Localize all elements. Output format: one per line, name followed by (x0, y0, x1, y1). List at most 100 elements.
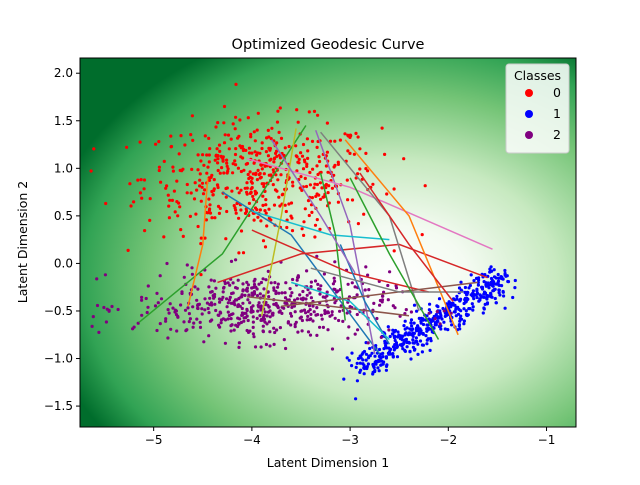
geodesic-curve-2 (187, 177, 209, 307)
class-2-point (208, 296, 212, 300)
y-tick-label: −1.0 (44, 352, 73, 366)
class-0-point (271, 168, 275, 172)
class-2-point (316, 282, 320, 286)
class-0-point (215, 183, 220, 187)
class-2-point (301, 296, 305, 300)
class-0-point (213, 158, 217, 162)
class-0-point (324, 164, 328, 168)
class-1-point (383, 341, 387, 345)
class-0-point (179, 134, 183, 138)
class-2-point (226, 310, 230, 314)
class-2-point (164, 317, 168, 321)
class-1-point (360, 352, 364, 356)
class-2-point (228, 283, 232, 287)
class-2-point (346, 282, 350, 286)
class-0-point (201, 153, 205, 157)
class-0-point (164, 186, 168, 190)
class-2-point (325, 290, 329, 294)
class-2-point (212, 296, 216, 300)
class-1-point (480, 295, 484, 299)
class-0-point (307, 110, 311, 114)
class-1-point (489, 292, 493, 297)
class-2-point (262, 287, 266, 291)
class-2-point (250, 308, 254, 312)
class-2-point (278, 309, 282, 313)
class-0-point (237, 134, 241, 138)
class-2-point (321, 295, 325, 299)
class-2-point (318, 292, 322, 296)
class-0-point (311, 167, 315, 171)
class-1-point (486, 281, 490, 285)
class-2-point (265, 314, 269, 318)
class-0-point (262, 172, 266, 176)
class-2-point (236, 324, 240, 329)
class-2-point (300, 329, 304, 333)
class-0-point (264, 198, 268, 202)
class-0-point (216, 185, 220, 190)
class-0-point (128, 182, 132, 186)
class-2-point (243, 293, 247, 297)
class-0-point (216, 161, 220, 165)
class-0-point (248, 170, 252, 174)
class-0-point (255, 178, 259, 182)
class-0-point (266, 154, 270, 158)
class-0-point (192, 197, 197, 201)
y-tick-label: −1.5 (44, 399, 73, 413)
class-2-point (398, 314, 402, 318)
class-0-point (231, 171, 235, 175)
class-0-point (92, 147, 96, 151)
class-1-point (408, 350, 412, 354)
class-2-point (308, 291, 312, 295)
class-0-point (224, 195, 228, 199)
class-1-point (381, 355, 385, 359)
x-tick-label: −4 (243, 433, 261, 447)
class-1-point (435, 319, 439, 323)
class-1-point (477, 276, 481, 280)
class-1-point (484, 283, 488, 287)
class-0-point (289, 214, 293, 218)
class-0-point (338, 138, 342, 142)
class-1-point (437, 324, 441, 329)
class-0-point (237, 191, 241, 195)
class-0-point (313, 223, 318, 227)
class-2-point (187, 312, 191, 316)
class-0-point (237, 216, 241, 220)
class-2-point (280, 291, 284, 295)
class-2-point (266, 269, 270, 273)
class-0-point (345, 178, 349, 182)
legend-marker-2 (525, 131, 533, 139)
class-0-point (310, 210, 314, 214)
class-0-point (296, 160, 300, 164)
class-0-point (279, 136, 284, 140)
class-2-point (250, 291, 254, 295)
class-1-point (407, 340, 411, 344)
class-0-point (356, 222, 360, 226)
class-0-point (260, 141, 264, 145)
class-0-point (132, 200, 136, 204)
class-0-point (189, 133, 193, 137)
y-tick-label: 0.5 (54, 209, 73, 223)
class-2-point (153, 304, 158, 308)
class-1-point (371, 364, 376, 368)
class-0-point (252, 218, 256, 222)
class-2-point (198, 325, 203, 329)
class-2-point (175, 329, 179, 333)
class-2-point (166, 336, 170, 340)
class-1-point (482, 306, 486, 310)
class-2-point (218, 300, 222, 304)
class-1-point (417, 316, 421, 320)
class-2-point (375, 316, 379, 321)
class-1-point (482, 292, 486, 296)
class-2-point (198, 320, 202, 324)
class-0-point (185, 191, 189, 195)
class-2-point (241, 301, 245, 305)
class-1-point (431, 319, 435, 323)
class-2-point (169, 327, 173, 331)
class-2-point (156, 301, 160, 305)
class-0-point (208, 211, 213, 215)
class-0-point (196, 224, 200, 229)
class-2-point (239, 320, 243, 325)
class-1-point (415, 309, 419, 313)
class-2-point (237, 345, 241, 349)
class-1-point (481, 311, 485, 315)
